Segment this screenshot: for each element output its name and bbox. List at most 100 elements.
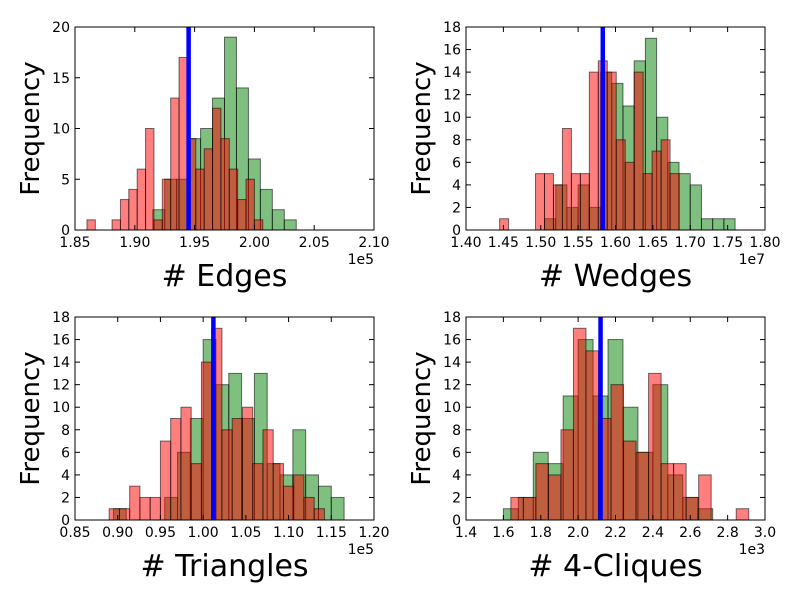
hist-bar-red [253, 219, 264, 231]
x-tick-label: 1.75 [712, 235, 743, 251]
x-axis-label: # Edges [162, 259, 288, 294]
y-tick-label: 4 [452, 178, 461, 194]
y-tick-label: 16 [52, 333, 70, 349]
hist-bar-red [129, 485, 141, 521]
hist-bar-red [635, 451, 650, 521]
x-tick-label: 2.05 [299, 235, 330, 251]
hist-bar-red [190, 463, 202, 521]
hist-bar-red [648, 372, 662, 521]
y-tick-label: 14 [443, 65, 461, 81]
hist-bar-red [660, 139, 671, 231]
y-tick-label: 0 [61, 223, 70, 239]
panel-3: 0.85 0.90 0.95 1.00 1.05 1.10 1.15 1.20 0 2 4 6 8 10 1… [16, 310, 390, 584]
x-tick-label: 1.20 [358, 525, 389, 541]
y-axis-label: Frequency [16, 61, 46, 195]
y-tick-label: 6 [452, 445, 461, 461]
hist-bar-red [673, 463, 687, 521]
x-tick-label: 1.8 [530, 525, 552, 541]
hist-bar-red [735, 508, 750, 521]
hist-bar-red [180, 406, 192, 521]
panel-2: 1.40 1.45 1.50 1.55 1.60 1.65 1.70 1.75 1.80 0 2 4 6… [407, 20, 781, 294]
axis-offset-label: 1e5 [348, 252, 374, 268]
y-tick-label: 10 [443, 400, 461, 416]
hist-bar-red [610, 384, 625, 521]
hist-bar-red [303, 496, 315, 521]
y-tick-label: 6 [61, 445, 70, 461]
x-tick-label: 1.95 [179, 235, 210, 251]
hist-bar-red [282, 485, 295, 521]
y-tick-label: 20 [52, 20, 70, 36]
x-axis-label: # Wedges [539, 259, 692, 294]
hist-bar-red [245, 178, 255, 231]
hist-bar-red [660, 463, 675, 521]
hist-bar-red [159, 440, 172, 521]
hist-bar-red [178, 56, 188, 231]
y-axis-label: Frequency [407, 61, 437, 195]
hist-bar-red [560, 429, 574, 521]
x-tick-label: 1.85 [59, 235, 90, 251]
y-tick-label: 8 [452, 133, 461, 149]
axis-offset-label: 1e7 [739, 252, 765, 268]
hist-bar-red [145, 128, 155, 231]
y-tick-label: 6 [452, 155, 461, 171]
y-tick-label: 8 [61, 423, 70, 439]
y-tick-label: 18 [443, 20, 461, 36]
x-tick-label: 2.8 [716, 525, 738, 541]
x-tick-label: 1.4 [455, 525, 477, 541]
x-tick-label: 1.80 [749, 235, 780, 251]
x-tick-label: 2.00 [239, 235, 270, 251]
y-tick-label: 14 [443, 355, 461, 371]
hist-bar-green [271, 209, 285, 231]
hist-bar-red [119, 199, 130, 231]
x-tick-label: 1.15 [316, 525, 347, 541]
hist-bar-red [212, 107, 222, 231]
x-axis-label: # 4-Cliques [528, 549, 702, 584]
y-tick-label: 4 [61, 468, 70, 484]
series-red [108, 327, 325, 521]
hist-bar-red [220, 138, 230, 231]
hist-bar-red [561, 128, 572, 231]
panel-1: 1.85 1.90 1.95 2.00 2.05 2.10 0 5 10 15 20 1e5 # Edg… [16, 20, 390, 294]
hist-bar-red [535, 463, 549, 521]
y-tick-label: 10 [52, 400, 70, 416]
hist-bar-red [170, 97, 180, 231]
x-tick-label: 1.05 [230, 525, 261, 541]
x-tick-label: 1.10 [273, 525, 304, 541]
y-tick-label: 4 [452, 468, 461, 484]
hist-bar-red [228, 168, 239, 231]
hist-bar-red [642, 173, 653, 231]
y-tick-label: 12 [443, 88, 461, 104]
hist-bar-red [86, 219, 96, 231]
axes-frame [74, 316, 375, 521]
hist-bar-red [522, 496, 537, 521]
y-tick-label: 10 [443, 110, 461, 126]
hist-bar-red [313, 508, 325, 521]
hist-bar-red [685, 496, 700, 521]
y-tick-label: 12 [443, 378, 461, 394]
y-tick-label: 15 [52, 71, 70, 87]
y-axis-label: Frequency [16, 351, 46, 485]
y-tick-label: 2 [452, 490, 461, 506]
x-tick-label: 1.70 [675, 235, 706, 251]
axis-offset-label: 1e3 [739, 542, 765, 558]
x-tick-label: 0.95 [145, 525, 176, 541]
hist-bar-red [272, 463, 284, 521]
hist-bar-red [572, 327, 587, 521]
hist-bar-red [203, 148, 214, 231]
hist-bar-red [262, 429, 274, 521]
panel-4: 1.4 1.6 1.8 2.0 2.2 2.4 2.6 2.8 3.0 0 2 4 6 8 10 12 14 16… [407, 310, 776, 584]
y-tick-label: 10 [52, 122, 70, 138]
hist-bar-red [231, 418, 243, 521]
hist-bar-red [547, 474, 562, 521]
y-tick-label: 8 [452, 423, 461, 439]
y-tick-label: 2 [61, 490, 70, 506]
hist-bar-green [678, 173, 691, 231]
hist-bar-red [552, 184, 563, 231]
x-tick-label: 1.55 [563, 235, 594, 251]
y-tick-label: 18 [52, 310, 70, 326]
hist-bar-red [118, 508, 131, 521]
x-tick-label: 1.00 [188, 525, 219, 541]
x-tick-label: 1.90 [119, 235, 150, 251]
hist-bar-red [633, 71, 644, 231]
